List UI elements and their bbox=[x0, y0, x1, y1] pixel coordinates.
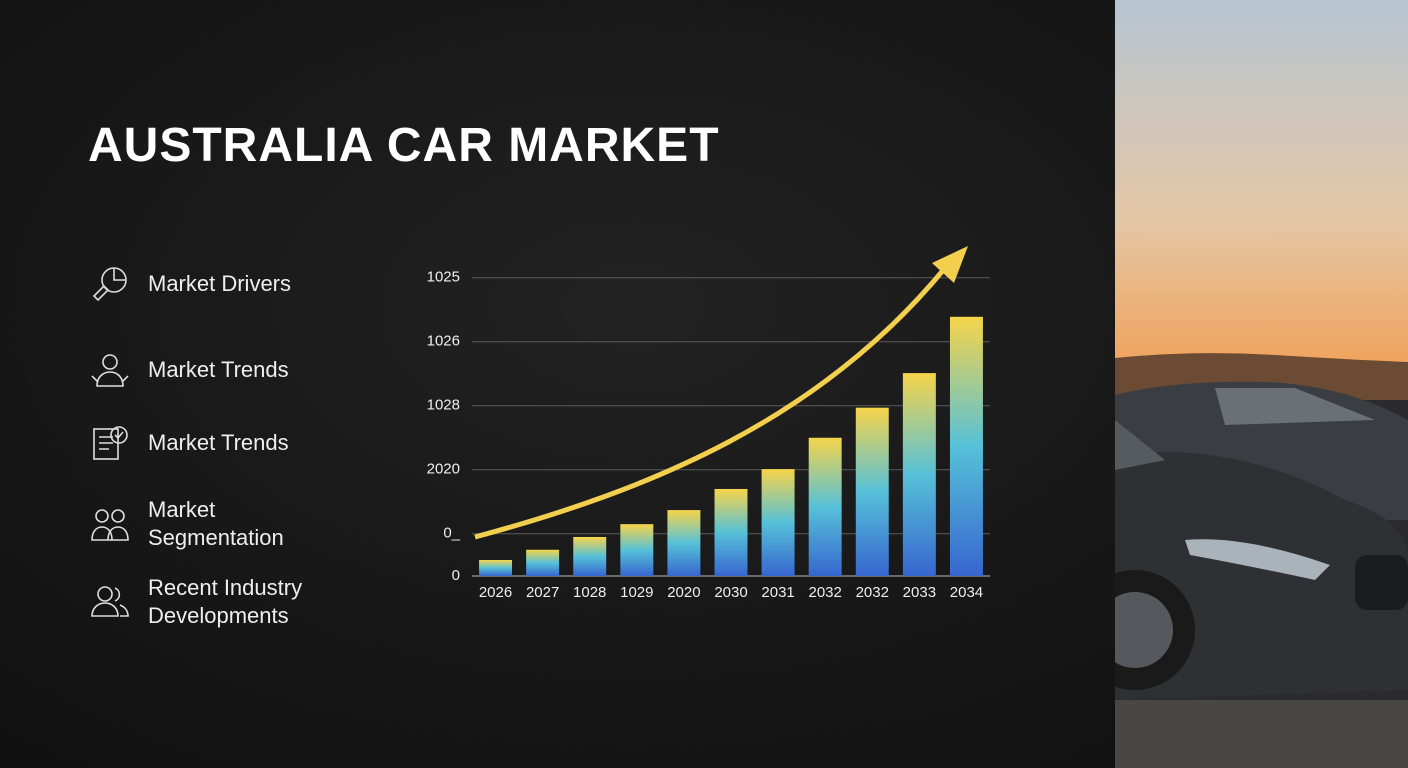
bar bbox=[667, 510, 701, 576]
bar bbox=[714, 488, 748, 576]
bar bbox=[855, 407, 889, 576]
item-label: Market Drivers bbox=[148, 271, 292, 296]
bar bbox=[949, 316, 983, 576]
bar bbox=[761, 469, 795, 576]
x-tick-label: 2030 bbox=[714, 584, 747, 601]
x-tick-label: 2027 bbox=[526, 584, 559, 601]
icon bbox=[91, 586, 129, 617]
menu-item: Market Segmentation bbox=[88, 496, 348, 552]
item-label: Market Trends bbox=[148, 430, 289, 455]
y-tick-label: 1025 bbox=[427, 269, 460, 286]
bar bbox=[526, 549, 560, 576]
menu-item: Market Drivers bbox=[88, 262, 291, 306]
bar bbox=[479, 560, 513, 576]
icon bbox=[93, 426, 128, 460]
x-tick-label: 2026 bbox=[479, 584, 512, 601]
bar bbox=[808, 437, 842, 576]
bar bbox=[573, 536, 607, 576]
y-tick-label: 0_ bbox=[443, 525, 460, 542]
y-tick-label: 2020 bbox=[427, 461, 460, 478]
menu-item: Market Trends bbox=[88, 348, 289, 392]
item-label: Market Segmentation bbox=[148, 497, 284, 550]
x-tick-label: 2020 bbox=[667, 584, 700, 601]
bar bbox=[902, 373, 936, 576]
chart: 0 0_ 2020 1028 1026 1025 2026 2027 1028 1029 2020 2… bbox=[427, 246, 990, 601]
x-tick-label: 2031 bbox=[761, 584, 794, 601]
icon bbox=[92, 267, 127, 302]
icon bbox=[91, 509, 129, 541]
x-tick-label: 1028 bbox=[573, 584, 606, 601]
x-tick-label: 2032 bbox=[856, 584, 889, 601]
x-tick-label: 2034 bbox=[950, 584, 983, 601]
car-photo bbox=[1115, 0, 1408, 768]
x-tick-label: 2032 bbox=[808, 584, 841, 601]
bar bbox=[620, 524, 654, 576]
trend-arrow bbox=[474, 266, 947, 540]
item-label: Market Trends bbox=[148, 357, 289, 382]
menu-item: Market Trends bbox=[88, 421, 289, 465]
y-tick-label: 1028 bbox=[427, 397, 460, 414]
arrow-head bbox=[932, 246, 968, 283]
x-tick-label: 2033 bbox=[903, 584, 936, 601]
icon bbox=[91, 354, 129, 387]
y-tick-label: 1026 bbox=[427, 333, 460, 350]
item-label: Recent Industry Developments bbox=[148, 575, 303, 628]
title: AUSTRALIA CAR MARKET bbox=[88, 119, 720, 172]
y-tick-label: 0 bbox=[452, 567, 460, 584]
x-tick-label: 1029 bbox=[620, 584, 653, 601]
menu-item: Recent Industry Developments bbox=[88, 574, 348, 630]
